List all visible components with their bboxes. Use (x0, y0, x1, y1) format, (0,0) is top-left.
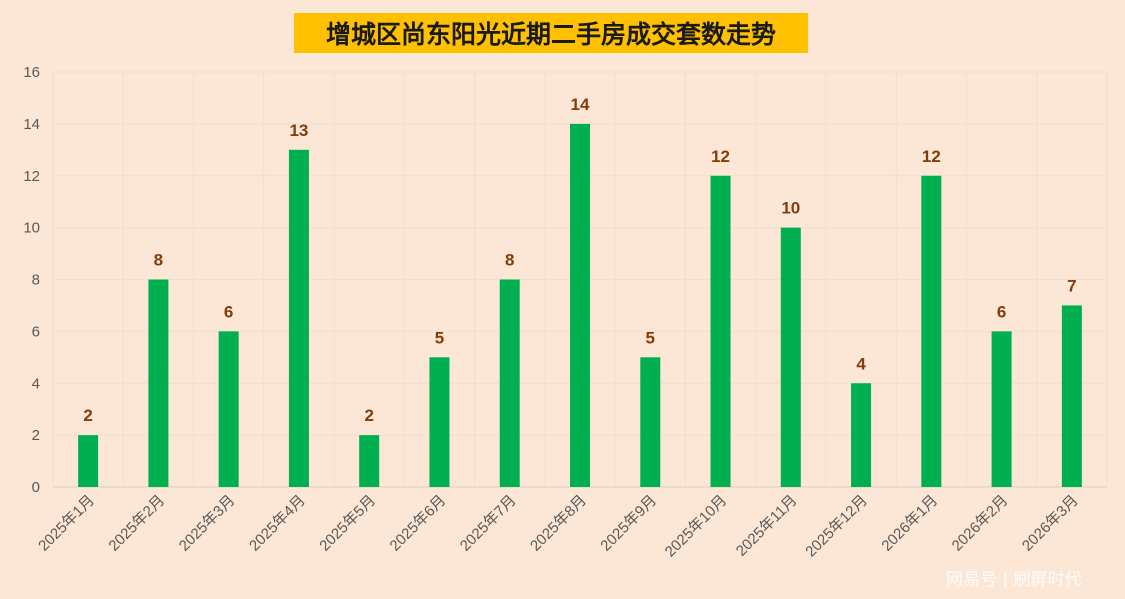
x-tick-label: 2025年11月 (733, 492, 801, 560)
bar (921, 175, 942, 487)
x-tick-label: 2025年5月 (316, 492, 379, 555)
bar (570, 123, 590, 487)
x-tick-label: 2025年1月 (35, 492, 98, 555)
x-tick-label: 2025年2月 (105, 492, 168, 555)
chart-title-box: 增城区尚东阳光近期二手房成交套数走势 (294, 13, 808, 53)
y-tick-label: 2 (32, 427, 40, 444)
bar (640, 357, 661, 487)
y-tick-label: 16 (23, 64, 40, 81)
x-tick-label: 2025年7月 (457, 492, 520, 555)
y-tick-label: 0 (32, 479, 40, 496)
data-label: 6 (997, 302, 1006, 321)
data-label: 10 (781, 199, 800, 218)
data-label: 8 (154, 251, 163, 270)
y-tick-label: 8 (32, 272, 40, 289)
bar (991, 331, 1012, 487)
y-tick-label: 10 (23, 220, 40, 237)
x-tick-label: 2026年1月 (878, 492, 941, 555)
x-tick-label: 2025年4月 (246, 492, 309, 555)
bar (218, 331, 239, 487)
bar (359, 435, 380, 487)
bar (499, 279, 520, 487)
data-label: 12 (922, 147, 941, 166)
x-tick-label: 2025年9月 (597, 492, 660, 555)
x-tick-label: 2025年6月 (387, 492, 450, 555)
x-tick-label: 2025年8月 (527, 492, 590, 555)
bar (148, 279, 169, 487)
data-label: 13 (289, 121, 308, 140)
data-label: 7 (1067, 276, 1076, 295)
data-label: 2 (364, 406, 373, 425)
y-tick-label: 4 (32, 375, 40, 392)
bar (710, 175, 731, 487)
bar (1061, 305, 1082, 487)
data-label: 12 (711, 147, 730, 166)
data-label: 6 (224, 302, 233, 321)
y-tick-label: 14 (23, 116, 40, 133)
bar (851, 383, 872, 487)
chart-title: 增城区尚东阳光近期二手房成交套数走势 (325, 20, 776, 49)
data-label: 8 (505, 251, 514, 270)
data-label: 5 (435, 328, 444, 347)
x-tick-label: 2025年12月 (802, 492, 871, 561)
x-tick-label: 2025年10月 (662, 492, 731, 561)
y-tick-label: 12 (23, 168, 40, 185)
x-tick-label: 2025年3月 (176, 492, 239, 555)
data-label: 5 (646, 328, 655, 347)
data-label: 14 (571, 95, 590, 114)
bar (780, 227, 801, 487)
bar (78, 435, 99, 487)
bar (429, 357, 450, 487)
bar (288, 149, 309, 487)
x-tick-label: 2026年2月 (949, 492, 1012, 555)
data-label: 2 (83, 406, 92, 425)
watermark: 网易号 | 刷屏时代 (946, 570, 1082, 590)
x-tick-label: 2026年3月 (1019, 492, 1082, 555)
y-tick-label: 6 (32, 323, 40, 340)
data-label: 4 (856, 354, 866, 373)
